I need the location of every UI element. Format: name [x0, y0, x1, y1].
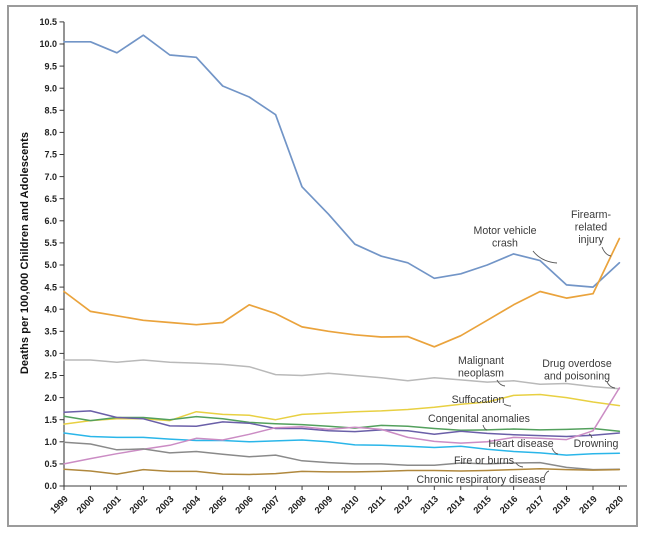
series-line-drug-overdose-and-poisoning — [63, 387, 621, 465]
series-label-motor-vehicle-crash: crash — [492, 237, 518, 249]
series-line-malignant-neoplasm — [63, 359, 621, 390]
series-line-firearm-related-injury — [63, 237, 621, 348]
x-tick-label: 1999 — [48, 494, 70, 516]
figure-border — [7, 5, 638, 527]
x-tick-label: 2000 — [75, 494, 97, 516]
series-line-congenital-anomalies — [63, 415, 621, 432]
series-label-congenital-anomalies: Congenital anomalies — [428, 413, 530, 425]
label-leader-fire-or-burns — [515, 462, 524, 468]
series-line-suffocation — [63, 393, 621, 425]
series-label-firearm-related-injury: related — [575, 221, 607, 233]
y-tick-label: 5.5 — [44, 238, 57, 248]
y-tick-label: 6.0 — [44, 216, 57, 226]
series-label-firearm-related-injury: injury — [578, 234, 604, 246]
series-label-heart-disease: Heart disease — [488, 438, 553, 450]
x-tick-label: 2009 — [313, 494, 335, 516]
y-tick-label: 2.0 — [44, 393, 57, 403]
x-tick-label: 2017 — [524, 494, 546, 516]
y-tick-label: 10.0 — [39, 39, 57, 49]
y-tick-label: 0.0 — [44, 481, 57, 491]
y-tick-label: 8.5 — [44, 106, 57, 116]
label-leader-congenital-anomalies — [482, 424, 488, 431]
x-tick-label: 2014 — [445, 493, 467, 515]
y-tick-label: 8.0 — [44, 128, 57, 138]
y-tick-label: 6.5 — [44, 194, 57, 204]
x-tick-label: 2002 — [128, 494, 150, 516]
y-tick-label: 3.5 — [44, 327, 57, 337]
y-tick-label: 9.5 — [44, 61, 57, 71]
label-leader-firearm-related-injury — [601, 246, 612, 257]
y-tick-label: 4.0 — [44, 304, 57, 314]
series-label-fire-or-burns: Fire or burns — [454, 455, 514, 467]
label-leader-drowning — [588, 433, 593, 439]
label-leader-motor-vehicle-crash — [532, 250, 558, 264]
series-label-malignant-neoplasm: neoplasm — [458, 367, 504, 379]
label-leader-drug-overdose-and-poisoning — [606, 381, 616, 389]
y-tick-label: 0.5 — [44, 459, 57, 469]
y-tick-label: 5.0 — [44, 260, 57, 270]
series-label-drug-overdose-and-poisoning: Drug overdose — [542, 358, 612, 370]
y-tick-label: 4.5 — [44, 282, 57, 292]
series-label-suffocation: Suffocation — [452, 394, 505, 406]
y-tick-label: 3.0 — [44, 349, 57, 359]
x-tick-label: 2010 — [339, 494, 361, 516]
series-label-drug-overdose-and-poisoning: and poisoning — [544, 370, 610, 382]
y-axis-title: Deaths per 100,000 Children and Adolesce… — [19, 131, 31, 375]
x-tick-label: 2008 — [286, 494, 308, 516]
series-line-drowning — [63, 410, 621, 438]
y-tick-label: 1.0 — [44, 437, 57, 447]
x-tick-label: 2001 — [101, 494, 123, 516]
x-tick-label: 2011 — [366, 494, 387, 515]
y-tick-label: 10.5 — [39, 17, 57, 27]
x-tick-label: 2018 — [551, 494, 573, 516]
label-leader-heart-disease — [551, 447, 559, 455]
y-tick-label: 7.0 — [44, 172, 57, 182]
series-label-drowning: Drowning — [574, 438, 619, 450]
x-tick-label: 2013 — [419, 494, 441, 516]
series-label-firearm-related-injury: Firearm- — [571, 209, 611, 221]
y-tick-label: 7.5 — [44, 150, 57, 160]
x-tick-label: 2015 — [471, 494, 493, 516]
x-tick-label: 2020 — [604, 494, 626, 516]
series-label-motor-vehicle-crash: Motor vehicle — [474, 225, 537, 237]
x-tick-label: 2005 — [207, 494, 229, 516]
x-tick-label: 2012 — [392, 494, 414, 516]
series-line-heart-disease — [63, 432, 621, 456]
series-line-chronic-respiratory-disease — [63, 468, 621, 476]
x-tick-label: 2019 — [577, 494, 599, 516]
series-line-motor-vehicle-crash — [63, 34, 621, 288]
label-leader-suffocation — [503, 403, 512, 407]
series-line-fire-or-burns — [63, 441, 621, 471]
y-tick-label: 1.5 — [44, 415, 57, 425]
x-tick-label: 2004 — [180, 493, 202, 515]
series-label-chronic-respiratory-disease: Chronic respiratory disease — [417, 474, 546, 486]
x-tick-label: 2007 — [260, 494, 282, 516]
x-tick-label: 2006 — [233, 494, 255, 516]
x-tick-label: 2003 — [154, 494, 176, 516]
y-tick-label: 9.0 — [44, 83, 57, 93]
series-label-malignant-neoplasm: Malignant — [458, 355, 504, 367]
y-tick-label: 2.5 — [44, 371, 57, 381]
label-leader-malignant-neoplasm — [496, 379, 506, 387]
label-leader-chronic-respiratory-disease — [543, 470, 550, 479]
x-tick-label: 2016 — [498, 494, 520, 516]
